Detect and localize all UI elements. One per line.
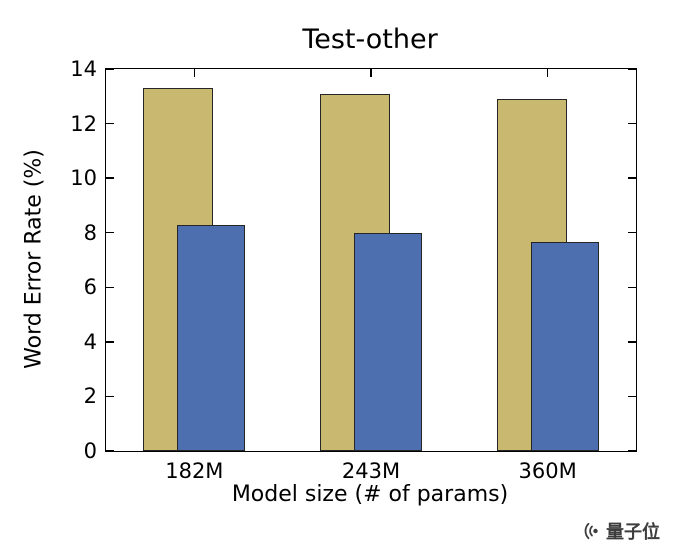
y-tick-mark <box>106 122 114 125</box>
watermark: 量子位 <box>582 518 660 544</box>
y-tick-mark <box>628 395 636 398</box>
y-tick-label: 2 <box>83 384 97 409</box>
y-tick-mark <box>628 122 636 125</box>
y-tick-label: 0 <box>83 439 97 463</box>
chart-title: Test-other <box>302 24 438 55</box>
y-tick-label: 14 <box>70 57 97 81</box>
bar-blue-bars-360M <box>530 242 599 451</box>
x-tick-mark <box>546 69 549 77</box>
bar-blue-bars-243M <box>354 232 422 451</box>
y-tick-mark <box>628 450 636 452</box>
quantumbit-logo-icon <box>582 521 602 541</box>
x-tick-label: 243M <box>341 459 401 483</box>
y-tick-mark <box>106 395 114 398</box>
x-tick-mark <box>370 69 372 77</box>
plot-area: 0 2 4 6 8 10 12 14 182M 243M 360M <box>70 57 637 483</box>
bar-blue-bars-182M <box>177 224 246 451</box>
y-tick-mark <box>628 177 636 179</box>
x-tick-mark <box>193 69 196 77</box>
x-axis-label: Model size (# of params) <box>231 482 509 507</box>
x-tick-label: 360M <box>518 459 577 483</box>
y-tick-mark <box>106 177 114 179</box>
y-tick-mark <box>628 286 636 289</box>
y-tick-mark <box>628 68 636 70</box>
watermark-label: 量子位 <box>606 522 660 543</box>
y-tick-mark <box>106 286 114 289</box>
y-tick-mark <box>106 341 114 343</box>
y-tick-label: 6 <box>83 275 97 300</box>
y-tick-mark <box>628 231 636 234</box>
y-tick-label: 8 <box>83 220 97 245</box>
y-tick-label: 12 <box>70 111 97 136</box>
y-tick-mark <box>106 450 114 452</box>
y-tick-mark <box>628 341 636 343</box>
x-tick-label: 182M <box>165 459 224 483</box>
y-tick-label: 4 <box>83 329 97 354</box>
y-tick-mark <box>106 68 114 70</box>
y-tick-label: 10 <box>70 166 97 191</box>
y-tick-mark <box>106 231 114 234</box>
